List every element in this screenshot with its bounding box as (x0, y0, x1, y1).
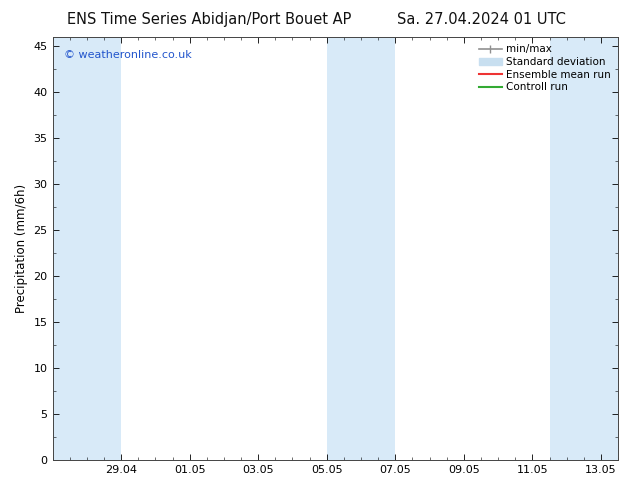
Bar (550, 37, 618, 460)
Text: ENS Time Series Abidjan/Port Bouet AP: ENS Time Series Abidjan/Port Bouet AP (67, 12, 351, 27)
Bar (53, 37, 121, 460)
Text: © weatheronline.co.uk: © weatheronline.co.uk (64, 50, 191, 60)
Bar (327, 37, 395, 460)
Y-axis label: Precipitation (mm/6h): Precipitation (mm/6h) (15, 184, 28, 313)
Text: Sa. 27.04.2024 01 UTC: Sa. 27.04.2024 01 UTC (398, 12, 566, 27)
Legend: min/max, Standard deviation, Ensemble mean run, Controll run: min/max, Standard deviation, Ensemble me… (477, 42, 613, 94)
